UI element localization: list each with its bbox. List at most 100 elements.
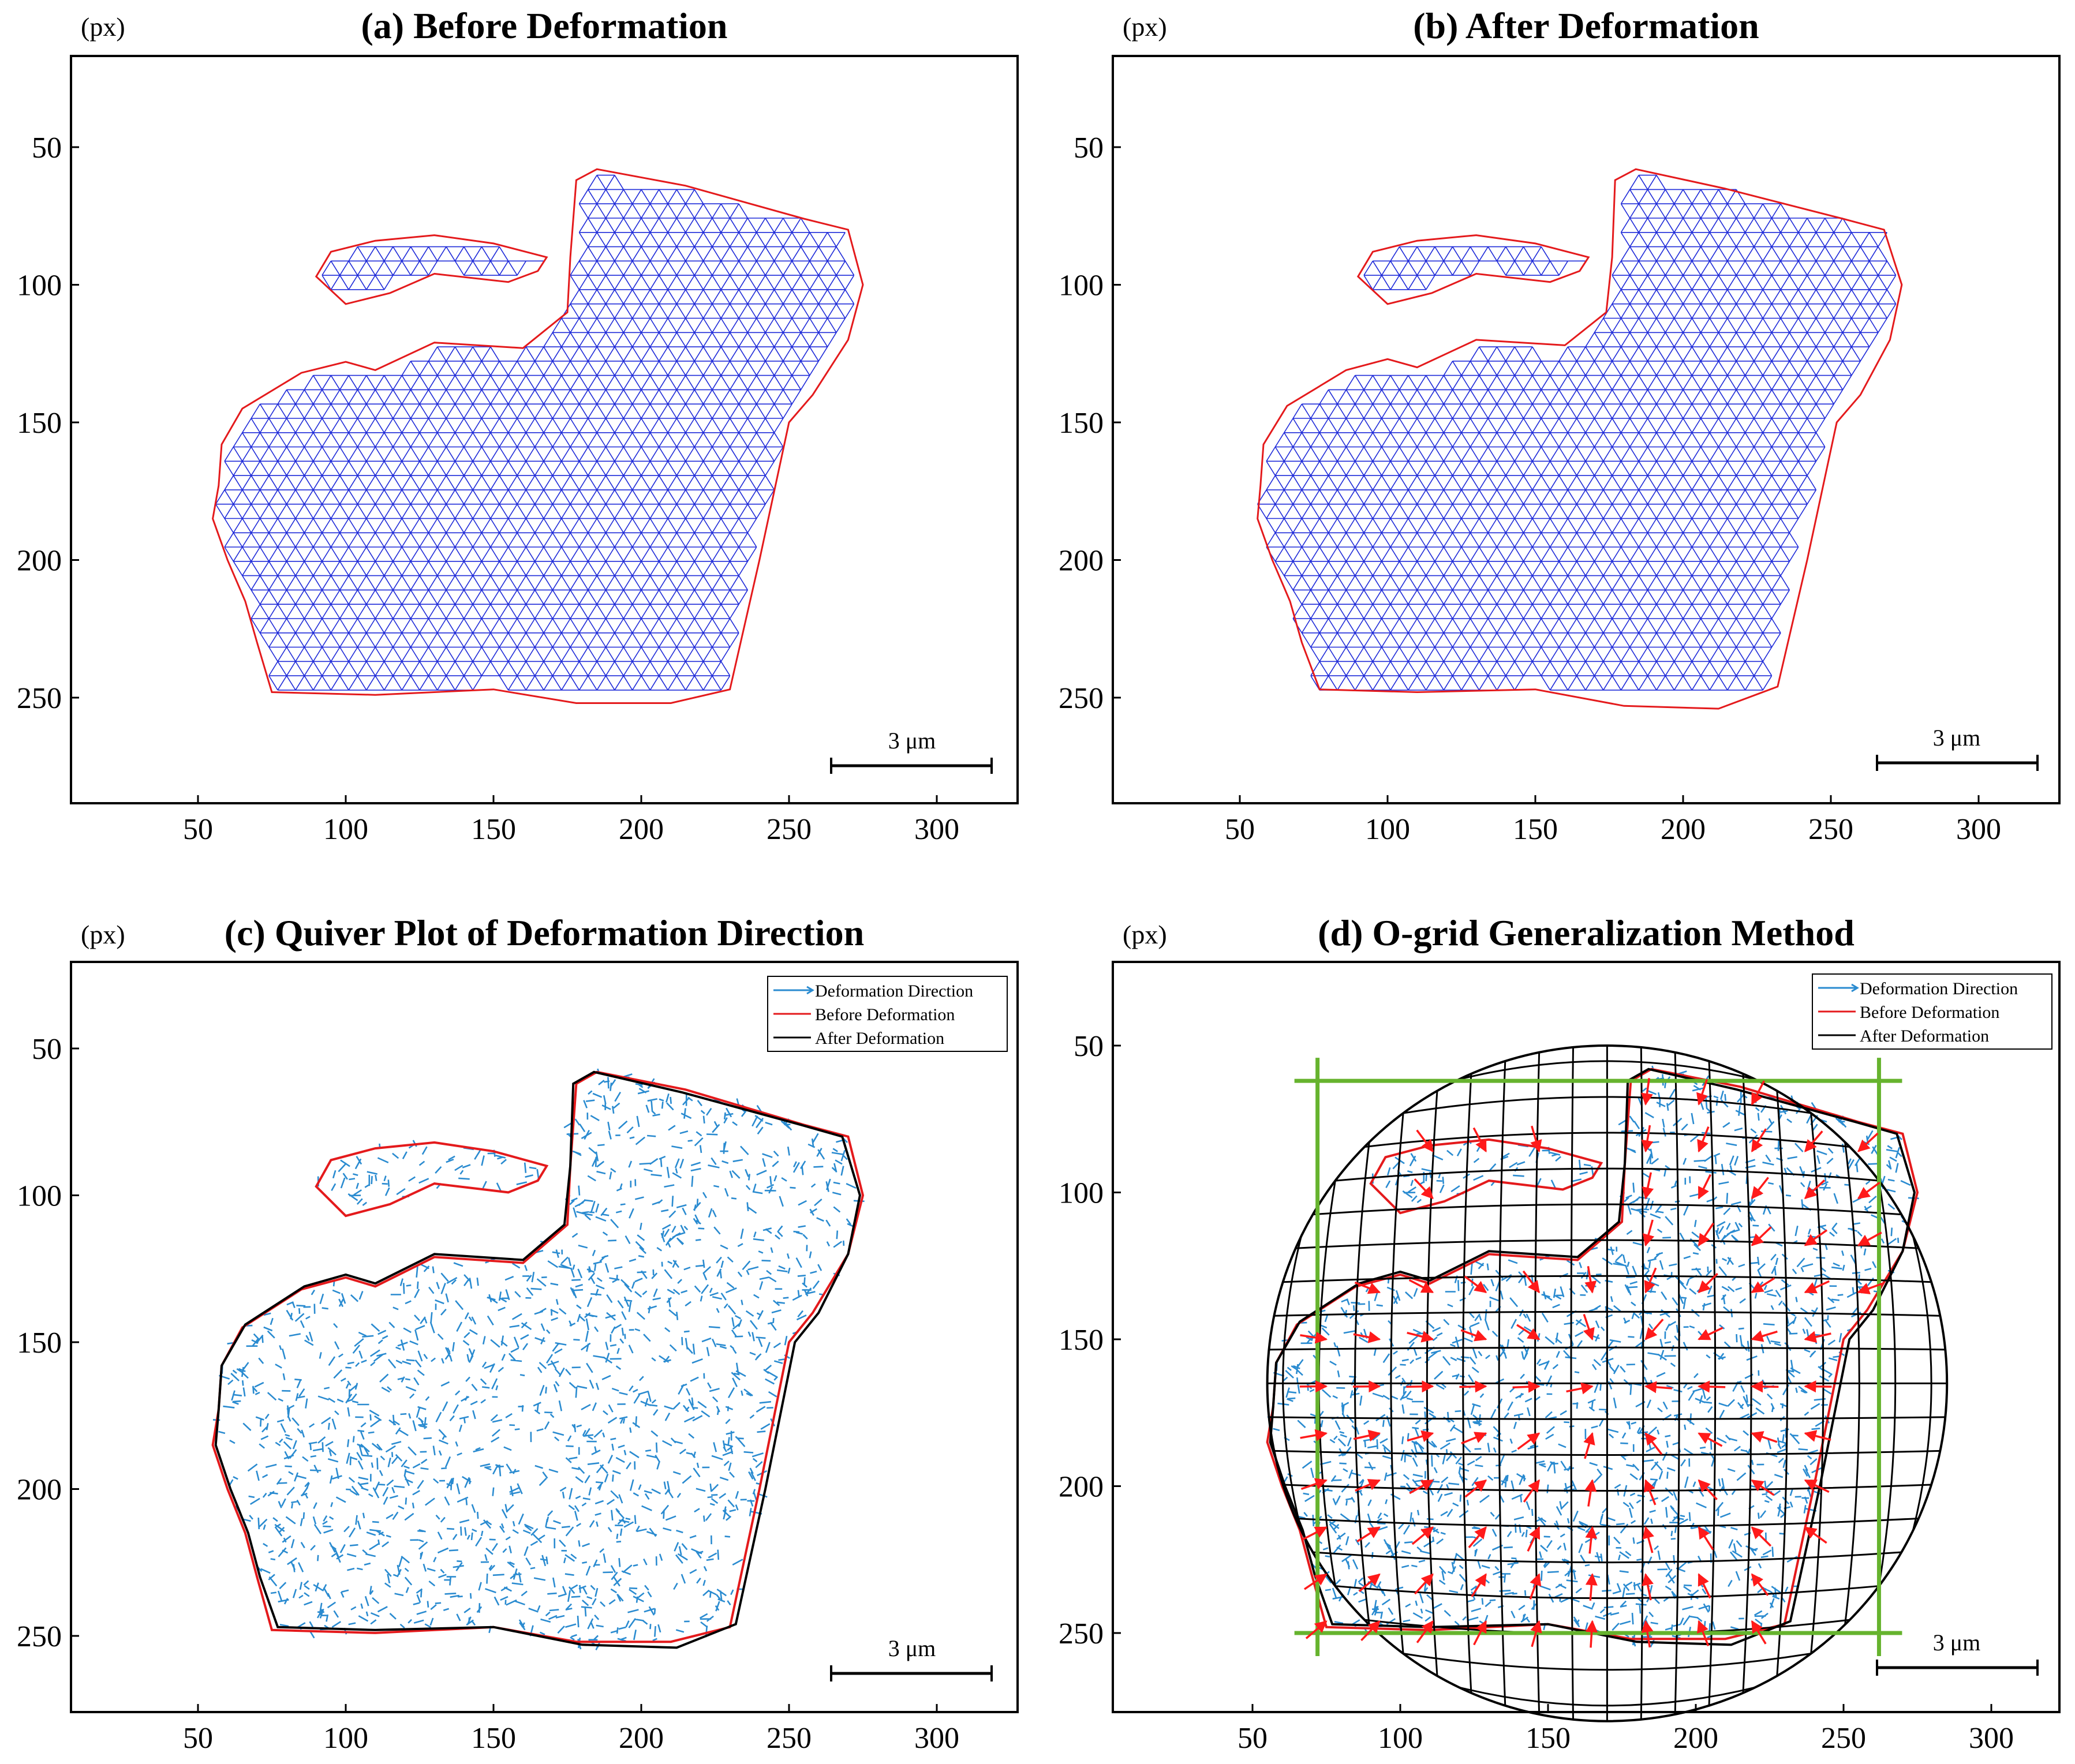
strain-arrow (1407, 1430, 1434, 1443)
panel-c-scalebar-label: 3 μm (888, 1635, 936, 1661)
panel-d-unit-label: (px) (1123, 920, 1167, 949)
strain-arrow (1804, 1130, 1823, 1152)
strain-arrow (1857, 1132, 1879, 1152)
strain-arrow (1583, 1313, 1595, 1340)
strain-arrow (1751, 1431, 1778, 1443)
strain-arrow (1698, 1573, 1711, 1599)
panel-b-after-deformation: (px) (b) After Deformation 50 100 150 200 25… (1059, 5, 2061, 846)
ogrid-parallel (1274, 1450, 1941, 1456)
notch-boundary-line (315, 234, 548, 305)
strain-arrow (1857, 1282, 1884, 1294)
panel-d-scalebar: 3 μm (1876, 1630, 2039, 1676)
panel-b-title: (b) After Deformation (1413, 5, 1759, 46)
panel-d-ogrid (1266, 1044, 1949, 1722)
x-tick-label: 150 (471, 813, 516, 846)
strain-arrow (1408, 1279, 1434, 1294)
panel-d-legend-before-deformation: Before Deformation (1860, 1003, 1999, 1022)
notch-before-line (1369, 1138, 1603, 1215)
y-tick-label: 200 (1059, 545, 1104, 578)
strain-arrow (1642, 1172, 1654, 1200)
strain-arrow (1641, 1620, 1654, 1648)
strain-arrow (1804, 1179, 1826, 1200)
ogrid-parallel (1269, 1416, 1946, 1420)
panel-b-mesh (1257, 168, 1903, 710)
panel-a-axis-ticks: 50 100 150 200 250 300 50 100 150 200 250 (17, 132, 959, 846)
strain-arrow (1644, 1267, 1657, 1294)
strain-arrow (1464, 1479, 1487, 1498)
strain-arrow (1353, 1429, 1381, 1442)
strain-arrow (1473, 1620, 1487, 1646)
y-tick-label: 150 (1059, 1324, 1104, 1357)
ogrid-parallel (1295, 1239, 1919, 1249)
deformation-vectors (1267, 1065, 1919, 1647)
ogrid-parallel (1313, 1551, 1902, 1564)
panel-c-plot-frame (70, 961, 1019, 1713)
y-tick-label: 200 (17, 545, 62, 578)
strain-arrow (1804, 1526, 1827, 1544)
strain-arrow (1407, 1331, 1434, 1343)
x-tick-label: 300 (914, 1722, 959, 1755)
strain-arrow (1696, 1078, 1708, 1106)
panel-c-quiver-field (211, 1068, 865, 1650)
strain-arrow (1804, 1430, 1831, 1442)
x-tick-label: 200 (1661, 813, 1706, 846)
ogrid-parallel (1335, 1167, 1879, 1182)
panel-a-plot-frame (70, 55, 1019, 804)
x-tick-label: 50 (183, 813, 213, 846)
strain-arrow (1464, 1275, 1487, 1293)
x-tick-label: 250 (1821, 1722, 1866, 1755)
y-tick-label: 150 (17, 1327, 62, 1359)
y-tick-label: 100 (17, 1180, 62, 1213)
before-deformation-line (211, 1070, 865, 1643)
strain-arrow (1355, 1479, 1381, 1492)
x-tick-label: 300 (914, 813, 959, 846)
boundary-line (212, 168, 864, 704)
panel-a-before-deformation: (px) (a) Before Deformation 50 100 150 200 2… (17, 5, 1019, 846)
panel-a-title: (a) Before Deformation (361, 5, 727, 46)
panel-a-unit-label: (px) (81, 12, 125, 42)
strain-arrow (1305, 1620, 1328, 1639)
mesh-edges (1257, 174, 1897, 691)
panel-a-scalebar: 3 μm (830, 728, 993, 774)
strain-arrow (1644, 1381, 1673, 1394)
panel-d-strain-arrows (1299, 1078, 1884, 1648)
y-tick-label: 200 (17, 1474, 62, 1507)
strain-arrow (1523, 1479, 1541, 1503)
panel-a-mesh (212, 168, 864, 704)
strain-arrow (1566, 1382, 1594, 1395)
panel-b-scalebar-label: 3 μm (1933, 725, 1981, 751)
strain-arrow (1360, 1620, 1381, 1642)
panel-b-unit-label: (px) (1123, 12, 1167, 42)
strain-arrow (1698, 1327, 1723, 1340)
panel-b-scalebar: 3 μm (1876, 725, 2039, 771)
strain-arrow (1751, 1479, 1775, 1496)
strain-arrow (1804, 1479, 1830, 1493)
strain-arrow (1460, 1329, 1487, 1342)
strain-arrow (1751, 1526, 1772, 1547)
strain-arrow (1804, 1331, 1831, 1343)
strain-arrow (1751, 1128, 1767, 1153)
y-tick-label: 150 (1059, 407, 1104, 440)
ogrid-parallel (1459, 1686, 1756, 1707)
strain-arrow (1512, 1380, 1541, 1393)
strain-arrow (1522, 1270, 1541, 1294)
x-tick-label: 150 (471, 1722, 516, 1755)
panel-c-unit-label: (px) (81, 920, 125, 949)
panel-d-quiver-field (1266, 1065, 1919, 1647)
y-tick-label: 200 (1059, 1471, 1104, 1504)
strain-arrow (1698, 1526, 1714, 1550)
panel-c-legend-after-deformation: After Deformation (815, 1029, 944, 1048)
panel-c-legend: Deformation Direction Before Deformation… (767, 976, 1008, 1052)
x-tick-label: 50 (1225, 813, 1255, 846)
strain-arrow (1751, 1330, 1778, 1342)
y-tick-label: 50 (32, 132, 62, 164)
strain-arrow (1516, 1324, 1541, 1340)
x-tick-label: 100 (323, 1722, 368, 1755)
x-tick-label: 100 (1365, 813, 1410, 846)
y-tick-label: 50 (1074, 132, 1104, 164)
x-tick-label: 50 (183, 1722, 213, 1755)
strain-arrow (1642, 1573, 1654, 1601)
strain-arrow (1416, 1129, 1434, 1152)
x-tick-label: 250 (1808, 813, 1853, 846)
y-tick-label: 50 (1074, 1030, 1104, 1063)
